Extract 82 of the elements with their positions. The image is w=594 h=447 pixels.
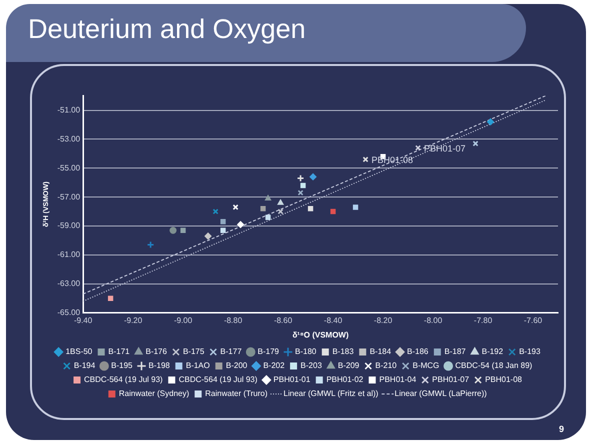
text: 9 xyxy=(558,424,564,434)
x-tick-label: -8.20 xyxy=(374,316,393,325)
point xyxy=(237,221,244,228)
legend-label: B-195 xyxy=(111,361,134,370)
legend-label: PBH01-07 xyxy=(432,375,470,384)
point xyxy=(362,156,368,162)
point xyxy=(204,232,212,240)
legend-label: B-183 xyxy=(332,347,354,356)
point xyxy=(277,199,284,205)
legend-label: B-192 xyxy=(482,347,504,356)
legend-label: 1BS-50 xyxy=(66,347,93,356)
legend-label: CBDC-564 (19 Jul 93) xyxy=(178,375,258,384)
legend-label: CBDC-54 (18 Jan 89) xyxy=(455,361,533,370)
x-tick-label: -9.40 xyxy=(74,316,93,325)
x-tick-label: -9.20 xyxy=(124,316,143,325)
legend-label: PBH01-01 xyxy=(273,375,311,384)
legend-label: B-179 xyxy=(258,347,280,356)
legend-label: Linear (GMWL (Fritz et al)) xyxy=(284,389,379,398)
point xyxy=(260,206,266,212)
x-tick-label: -8.60 xyxy=(274,316,293,325)
legend-label: B-184 xyxy=(370,347,392,356)
point xyxy=(296,174,304,182)
y-tick-label: -61.00 xyxy=(57,250,81,260)
legend-label: Linear (GMWL (LaPierre)) xyxy=(394,389,488,398)
legend-label: B-194 xyxy=(74,361,96,370)
point xyxy=(298,190,304,196)
x-tick-label: -7.80 xyxy=(474,316,493,325)
y-tick-label: -51.00 xyxy=(57,105,81,114)
point xyxy=(108,296,114,301)
y-tick-label: -57.00 xyxy=(57,192,81,202)
legend-label: B-198 xyxy=(148,361,170,370)
x-tick-label: -8.80 xyxy=(224,316,243,325)
point xyxy=(310,173,317,180)
y-tick-label: -55.00 xyxy=(57,163,81,172)
legend-label: B-200 xyxy=(226,361,248,370)
point xyxy=(330,208,336,214)
legend-label: B-186 xyxy=(407,347,429,356)
legend-label: Rainwater (Truro) xyxy=(205,389,268,398)
legend-label: B-171 xyxy=(108,347,130,356)
legend-label: PBH01-08 xyxy=(485,375,523,384)
y-tick-label: -59.00 xyxy=(57,221,81,230)
legend-label: B-193 xyxy=(519,347,541,356)
point xyxy=(220,219,226,224)
point xyxy=(278,208,284,214)
x-tick-label: -7.60 xyxy=(524,316,543,325)
point xyxy=(180,228,186,233)
x-tick-label: -8.00 xyxy=(424,316,443,325)
legend-label: B-180 xyxy=(294,347,317,356)
legend-label: B-MCG xyxy=(412,361,440,370)
point xyxy=(170,226,177,234)
x-tick-label: -9.00 xyxy=(174,316,193,325)
legend-label: PBH01-02 xyxy=(326,375,364,384)
legend-label: B-209 xyxy=(338,361,360,370)
legend-label: B-175 xyxy=(182,347,205,356)
y-tick-label: -53.00 xyxy=(57,134,81,144)
point xyxy=(352,204,358,210)
legend-label: B-203 xyxy=(300,361,322,370)
y-tick-label: -63.00 xyxy=(57,279,81,288)
point xyxy=(415,145,421,151)
point xyxy=(265,214,271,220)
legend-label: B-210 xyxy=(375,361,398,370)
legend-label: CBDC-564 (19 Jul 93) xyxy=(84,375,164,384)
legend-label: B-177 xyxy=(220,347,242,356)
point xyxy=(487,118,494,126)
x-tick-label: -8.40 xyxy=(324,316,343,325)
point xyxy=(232,204,238,210)
legend-label: B-1AO xyxy=(186,361,210,370)
x-axis-title: δ¹⁸O (VSMOW) xyxy=(292,330,349,340)
legend-label: PBH01-04 xyxy=(379,375,417,384)
legend-label: B-187 xyxy=(444,347,466,356)
legend-label: B-176 xyxy=(146,347,168,356)
point xyxy=(146,241,154,249)
legend-label: B-202 xyxy=(263,361,286,370)
point xyxy=(472,140,478,146)
point xyxy=(212,208,218,214)
point xyxy=(220,228,226,233)
chart-title: Deuterium and Oxygen xyxy=(28,14,306,45)
y-tick-label: -65.00 xyxy=(57,308,81,318)
point xyxy=(264,195,272,201)
point xyxy=(308,206,314,212)
point xyxy=(300,182,306,188)
legend-label: Rainwater (Sydney) xyxy=(118,389,190,398)
